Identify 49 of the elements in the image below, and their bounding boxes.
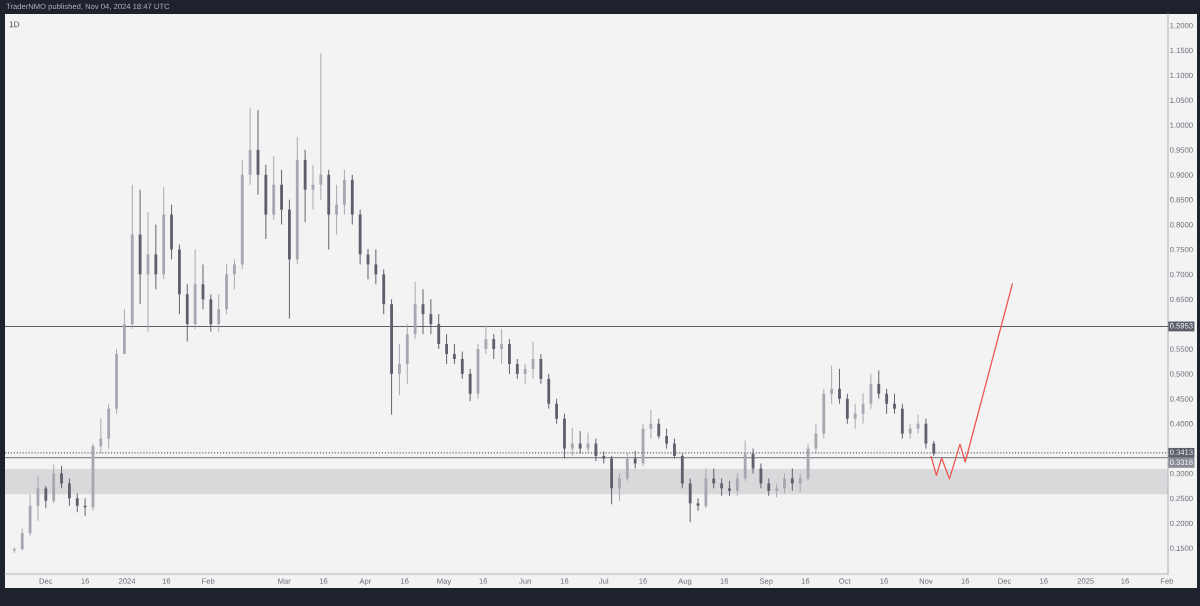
- candlestick: [492, 333, 496, 360]
- candlestick: [539, 353, 543, 385]
- line-series: [930, 283, 1013, 480]
- candlestick: [853, 403, 857, 430]
- candlestick: [798, 472, 802, 493]
- candlestick: [814, 423, 818, 455]
- candlestick: [20, 527, 24, 552]
- candlestick: [555, 398, 559, 425]
- candlestick: [735, 472, 739, 497]
- candlestick: [570, 427, 574, 457]
- candlestick: [67, 477, 71, 507]
- candlestick: [838, 368, 841, 405]
- candlestick: [712, 467, 716, 489]
- candlestick: [445, 333, 448, 365]
- candlestick: [515, 358, 519, 380]
- candlestick: [885, 388, 889, 415]
- text: 1D: [9, 21, 20, 28]
- candlestick: [60, 465, 63, 489]
- candlestick: [688, 477, 692, 523]
- candlestick: [44, 485, 48, 509]
- candlestick: [468, 368, 472, 402]
- candlestick: [233, 258, 236, 290]
- candlestick: [759, 463, 763, 489]
- candlestick: [665, 428, 669, 450]
- candlestick: [374, 248, 378, 285]
- candlestick: [845, 393, 849, 425]
- candlestick: [154, 224, 158, 290]
- candlestick: [790, 467, 794, 492]
- candlestick: [398, 343, 401, 396]
- candlestick: [484, 325, 488, 355]
- candlestick: [508, 338, 511, 375]
- candlestick: [783, 472, 786, 494]
- candlestick: [319, 52, 323, 201]
- candlestick: [877, 369, 881, 400]
- candlestick: [217, 293, 221, 333]
- candlestick: [453, 343, 456, 365]
- candlestick: [830, 364, 834, 405]
- candlestick: [618, 472, 621, 502]
- candlestick: [578, 430, 582, 455]
- candlestick: [649, 409, 653, 440]
- candlestick: [625, 452, 629, 482]
- candlestick: [523, 363, 527, 385]
- candlestick: [460, 351, 464, 380]
- candlestick: [500, 328, 503, 365]
- candlestick: [75, 492, 79, 513]
- candlestick: [893, 393, 896, 415]
- candlestick: [335, 184, 338, 236]
- candlestick: [657, 418, 661, 440]
- candlestick: [99, 418, 103, 455]
